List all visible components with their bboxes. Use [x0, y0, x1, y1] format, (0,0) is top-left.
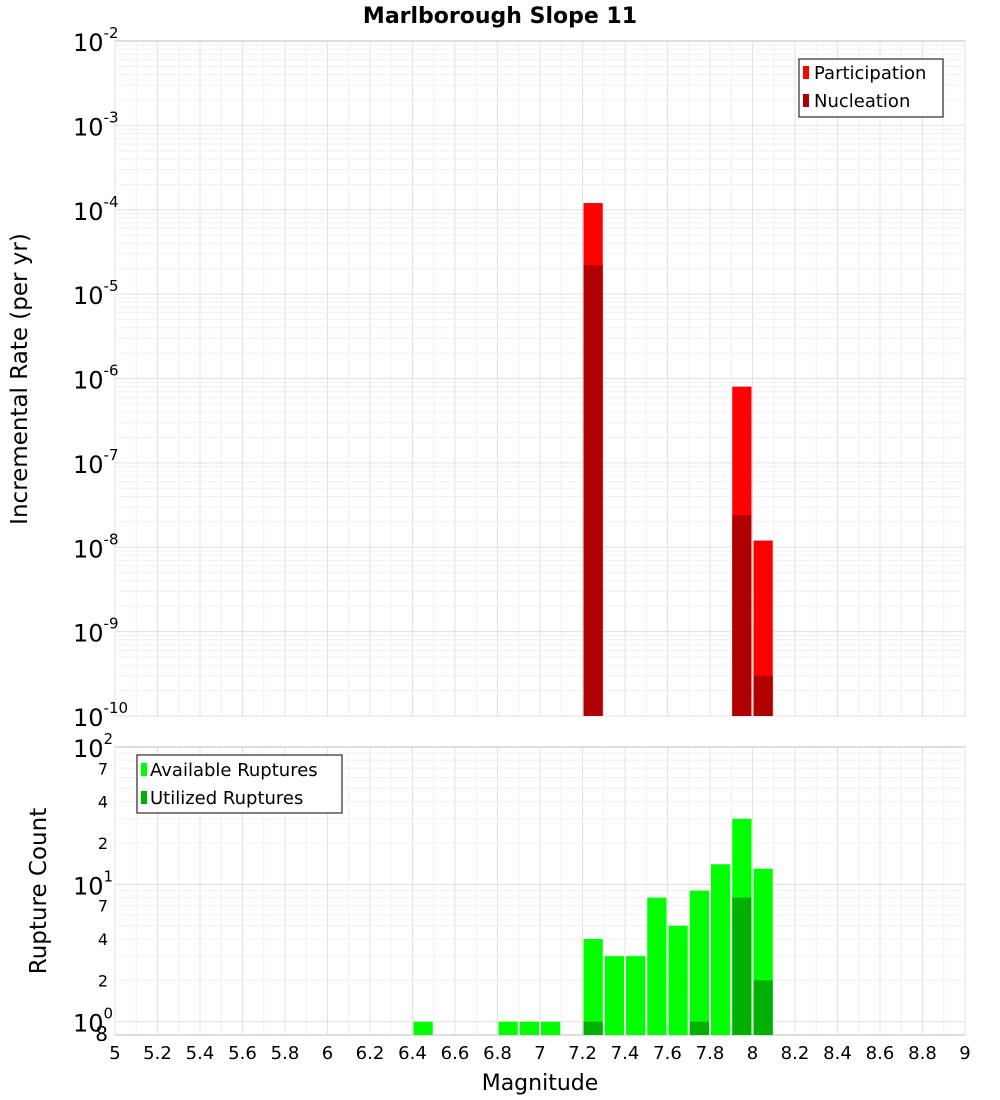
available-ruptures-bar	[626, 956, 646, 1035]
utilized-ruptures-bar	[583, 1021, 603, 1035]
x-tick-label: 7.6	[653, 1043, 682, 1064]
rate-y-ticks: 10-2 10-3 10-4 10-5 10-6 10-7 10-8 10-9 10-10	[73, 24, 128, 732]
utilized-ruptures-bar	[753, 980, 773, 1035]
x-tick-label: 6	[322, 1043, 333, 1064]
x-tick-label: 6.4	[398, 1043, 427, 1064]
rate-panel: 10-2 10-3 10-4 10-5 10-6 10-7 10-8 10-9 10-10 In…	[7, 24, 966, 732]
count-y-axis-label: Rupture Count	[26, 808, 52, 974]
legend-swatch-utilized	[141, 791, 147, 804]
available-ruptures-bar	[711, 864, 731, 1035]
x-tick-label: 5	[109, 1043, 120, 1064]
available-ruptures-bar	[583, 939, 603, 1035]
rate-y-tick-label: 10-3	[73, 108, 119, 141]
x-tick-label: 5.8	[271, 1043, 300, 1064]
x-tick-label: 7.8	[696, 1043, 725, 1064]
legend-label-utilized: Utilized Ruptures	[150, 788, 303, 809]
count-y-tick-label: 2	[98, 834, 108, 853]
x-tick-label: 8.8	[908, 1043, 937, 1064]
x-tick-label: 6.2	[356, 1043, 385, 1064]
count-y-tick-label: 101	[73, 867, 113, 900]
x-tick-label: 5.2	[143, 1043, 172, 1064]
x-tick-label: 8	[747, 1043, 758, 1064]
x-tick-label: 7.2	[568, 1043, 597, 1064]
x-tick-label: 5.6	[228, 1043, 257, 1064]
count-y-tick-label: 100	[73, 1005, 113, 1038]
rate-y-tick-label: 10-9	[73, 615, 119, 648]
x-tick-label: 8.2	[781, 1043, 810, 1064]
available-ruptures-bar	[604, 956, 624, 1035]
rate-legend: Participation Nucleation	[798, 58, 944, 118]
count-y-tick-label: 4	[98, 930, 108, 949]
legend-swatch-participation	[803, 66, 809, 79]
x-tick-label: 6.8	[483, 1043, 512, 1064]
x-axis-label: Magnitude	[482, 1071, 599, 1096]
participation-bar	[753, 540, 773, 716]
legend-label-nucleation: Nucleation	[814, 91, 910, 112]
legend-label-participation: Participation	[814, 63, 926, 84]
x-tick-label: 6.6	[441, 1043, 470, 1064]
count-y-tick-label: 7	[98, 897, 108, 916]
rate-y-tick-label: 10-2	[73, 24, 119, 57]
rate-bars	[583, 203, 773, 716]
nucleation-bar	[753, 675, 773, 716]
count-legend: Available Ruptures Utilized Ruptures	[136, 754, 343, 814]
rate-legend-box	[798, 58, 944, 118]
available-ruptures-bar	[413, 1021, 433, 1035]
x-tick-label: 9	[959, 1043, 970, 1064]
rate-y-tick-label: 10-8	[73, 530, 119, 563]
available-ruptures-bar	[647, 897, 667, 1035]
legend-swatch-available	[141, 763, 147, 776]
count-y-tick-label: 7	[98, 759, 108, 778]
rate-gridlines	[114, 41, 966, 717]
count-legend-box	[136, 754, 343, 814]
available-ruptures-bar	[519, 1021, 539, 1035]
utilized-ruptures-bar	[732, 897, 752, 1035]
x-tick-label: 7	[534, 1043, 545, 1064]
legend-label-available: Available Ruptures	[150, 760, 318, 781]
rate-y-tick-label: 10-4	[73, 193, 119, 226]
count-bars	[413, 818, 773, 1035]
count-y-tick-label: 8	[95, 1022, 108, 1046]
rate-y-tick-label: 10-6	[73, 362, 119, 395]
rate-y-axis-label: Incremental Rate (per yr)	[7, 233, 33, 525]
available-ruptures-bar	[541, 1021, 561, 1035]
available-ruptures-bar	[689, 890, 709, 1035]
x-tick-label: 8.4	[823, 1043, 852, 1064]
x-tick-label: 8.6	[866, 1043, 895, 1064]
rate-y-tick-label: 10-10	[73, 699, 128, 732]
nucleation-bar	[732, 515, 752, 716]
rate-y-tick-label: 10-5	[73, 277, 119, 310]
x-tick-label: 7.4	[611, 1043, 640, 1064]
legend-swatch-nucleation	[803, 94, 809, 107]
count-y-tick-label: 102	[73, 730, 113, 763]
x-tick-labels: 5 5.2 5.4 5.6 5.8 6 6.2 6.4 6.6 6.8 7 7.2 7.4 7.6 7.8 8…	[109, 1043, 970, 1064]
available-ruptures-bar	[498, 1021, 518, 1035]
count-y-tick-label: 4	[98, 793, 108, 812]
available-ruptures-bar	[668, 925, 688, 1035]
chart-title: Marlborough Slope 11	[363, 4, 637, 29]
x-tick-label: 5.4	[186, 1043, 215, 1064]
rate-y-tick-label: 10-7	[73, 446, 119, 479]
nucleation-bar	[583, 265, 603, 716]
count-y-tick-label: 2	[98, 971, 108, 990]
utilized-ruptures-bar	[689, 1021, 709, 1035]
